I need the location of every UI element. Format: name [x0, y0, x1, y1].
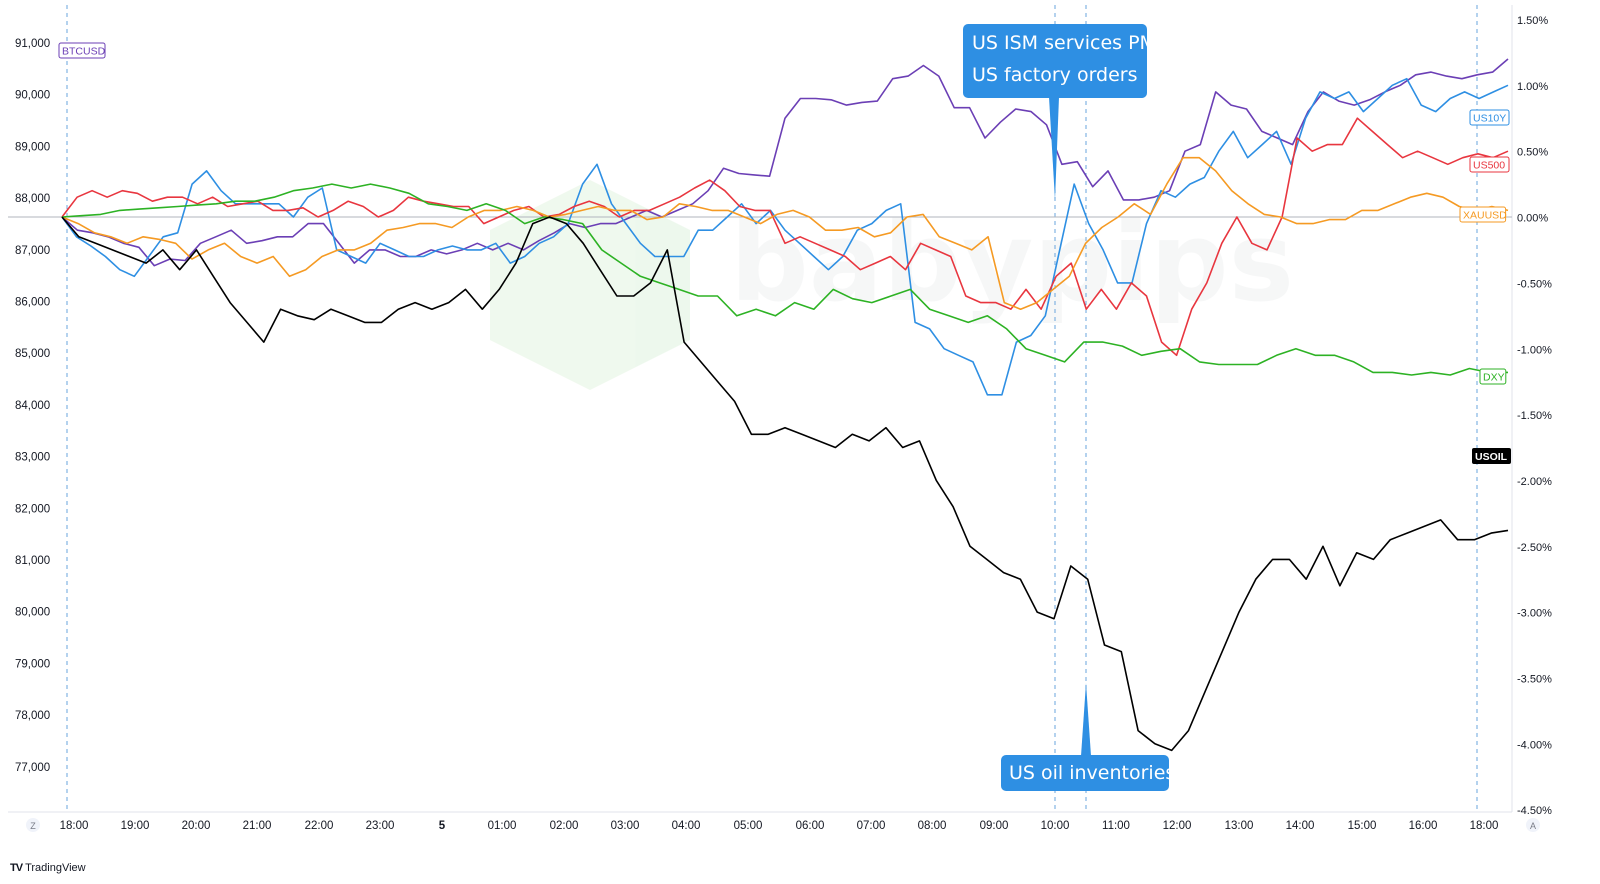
right-tick-label: 1.00%	[1517, 81, 1548, 93]
time-tick-label: 11:00	[1102, 820, 1130, 832]
series-tag-us500: US500	[1469, 156, 1510, 173]
right-tick-label: -3.00%	[1517, 608, 1552, 620]
right-tick-label: -1.00%	[1517, 344, 1552, 356]
series-tag-dxy: DXY	[1479, 368, 1507, 385]
series-tag-btcusd: BTCUSD	[58, 42, 106, 59]
right-percent-axis[interactable]: 1.50% 1.00% 0.50% 0.00% -0.50% -1.00% -1.50% -2…	[1517, 15, 1552, 817]
left-tick-label: 86,000	[15, 297, 50, 309]
left-tick-label: 91,000	[15, 38, 50, 50]
right-tick-label: -4.50%	[1517, 805, 1552, 817]
event-callouts: US ISM services PMI US factory orders US o…	[963, 24, 1175, 791]
series-line-xauusd	[61, 156, 1509, 311]
svg-text:XAUUSD: XAUUSD	[1463, 210, 1507, 222]
callout-text: US factory orders	[972, 64, 1138, 86]
series-tag-us10y: US10Y	[1469, 109, 1510, 126]
right-tick-label: 0.00%	[1517, 213, 1548, 225]
time-tick-label: 21:00	[243, 820, 272, 832]
event-vertical-lines	[66, 5, 1478, 812]
watermark-logo: babypips	[490, 180, 1294, 390]
series-line-us10y	[61, 77, 1509, 396]
callout-text: US ISM services PMI	[972, 32, 1162, 54]
time-tick-label: 15:00	[1348, 820, 1377, 832]
left-tick-label: 84,000	[15, 400, 50, 412]
time-tick-label: 04:00	[672, 820, 701, 832]
series-line-us500	[61, 117, 1509, 357]
left-tick-label: 87,000	[15, 245, 50, 257]
series-line-btcusd	[61, 58, 1509, 267]
footer-brand[interactable]: TV TradingView	[10, 862, 86, 874]
series-line-usoil	[61, 216, 1509, 752]
left-tick-label: 83,000	[15, 452, 50, 464]
right-tick-label: -2.50%	[1517, 542, 1552, 554]
time-tick-label: 08:00	[918, 820, 947, 832]
series-line-dxy	[61, 183, 1508, 376]
time-tick-label: 10:00	[1041, 820, 1070, 832]
time-tick-label: 20:00	[182, 820, 211, 832]
time-tick-label: 12:00	[1163, 820, 1192, 832]
tradingview-logo-icon: TV	[10, 862, 23, 874]
time-tick-label: 07:00	[857, 820, 886, 832]
left-tick-label: 80,000	[15, 607, 50, 619]
svg-text:US500: US500	[1473, 160, 1505, 172]
time-tick-label: 09:00	[980, 820, 1009, 832]
svg-text:USOIL: USOIL	[1475, 451, 1508, 463]
left-tick-label: 90,000	[15, 90, 50, 102]
svg-text:babypips: babypips	[730, 198, 1294, 326]
time-tick-label: 18:00	[1470, 820, 1499, 832]
right-tick-label: -2.00%	[1517, 476, 1552, 488]
series-tag-usoil: USOIL	[1472, 448, 1511, 464]
series-layer	[61, 58, 1509, 752]
left-tick-label: 89,000	[15, 141, 50, 153]
right-tick-label: 1.50%	[1517, 15, 1548, 27]
time-tick-label: 13:00	[1225, 820, 1254, 832]
time-tick-label: 23:00	[366, 820, 395, 832]
right-tick-label: -3.50%	[1517, 674, 1552, 686]
time-tick-label: 18:00	[60, 820, 89, 832]
left-tick-label: 79,000	[15, 658, 50, 670]
time-tick-label: 06:00	[796, 820, 825, 832]
auto-scale-left-button[interactable]: Z	[26, 818, 40, 832]
time-axis[interactable]: 18:00 19:00 20:00 21:00 22:00 23:00 5 01:00 02:0…	[60, 820, 1499, 832]
right-tick-label: -4.00%	[1517, 739, 1552, 751]
left-tick-label: 78,000	[15, 710, 50, 722]
time-tick-label: 02:00	[550, 820, 579, 832]
left-tick-label: 81,000	[15, 555, 50, 567]
series-tag-xauusd: XAUUSD	[1459, 206, 1507, 223]
right-tick-label: -1.50%	[1517, 410, 1552, 422]
callout-ism-factory: US ISM services PMI US factory orders	[963, 24, 1162, 200]
svg-text:Z: Z	[30, 821, 36, 831]
svg-text:US10Y: US10Y	[1473, 113, 1506, 125]
time-tick-label: 03:00	[611, 820, 640, 832]
callout-text: US oil inventories	[1009, 762, 1175, 784]
brand-name: TradingView	[25, 862, 86, 874]
svg-text:DXY: DXY	[1483, 372, 1505, 384]
time-tick-label: 16:00	[1409, 820, 1438, 832]
left-tick-label: 82,000	[15, 503, 50, 515]
svg-text:A: A	[1530, 821, 1536, 831]
left-tick-label: 77,000	[15, 762, 50, 774]
right-tick-label: 0.50%	[1517, 147, 1548, 159]
right-tick-label: -0.50%	[1517, 278, 1552, 290]
time-tick-label: 05:00	[734, 820, 763, 832]
grid	[8, 5, 1513, 813]
left-tick-label: 88,000	[15, 193, 50, 205]
series-tags: US10Y US500 XAUUSD DXY USOIL BTCUSD	[58, 42, 1511, 464]
auto-scale-right-button[interactable]: A	[1526, 818, 1540, 832]
left-price-axis[interactable]: 91,000 90,000 89,000 88,000 87,000 86,000 85,0…	[15, 38, 50, 774]
callout-oil-inventories: US oil inventories	[1001, 683, 1175, 791]
time-tick-label: 01:00	[488, 820, 517, 832]
svg-text:BTCUSD: BTCUSD	[62, 46, 106, 58]
left-tick-label: 85,000	[15, 348, 50, 360]
time-tick-label: 19:00	[121, 820, 150, 832]
time-tick-label: 5	[439, 820, 446, 832]
time-tick-label: 22:00	[305, 820, 334, 832]
time-tick-label: 14:00	[1286, 820, 1315, 832]
